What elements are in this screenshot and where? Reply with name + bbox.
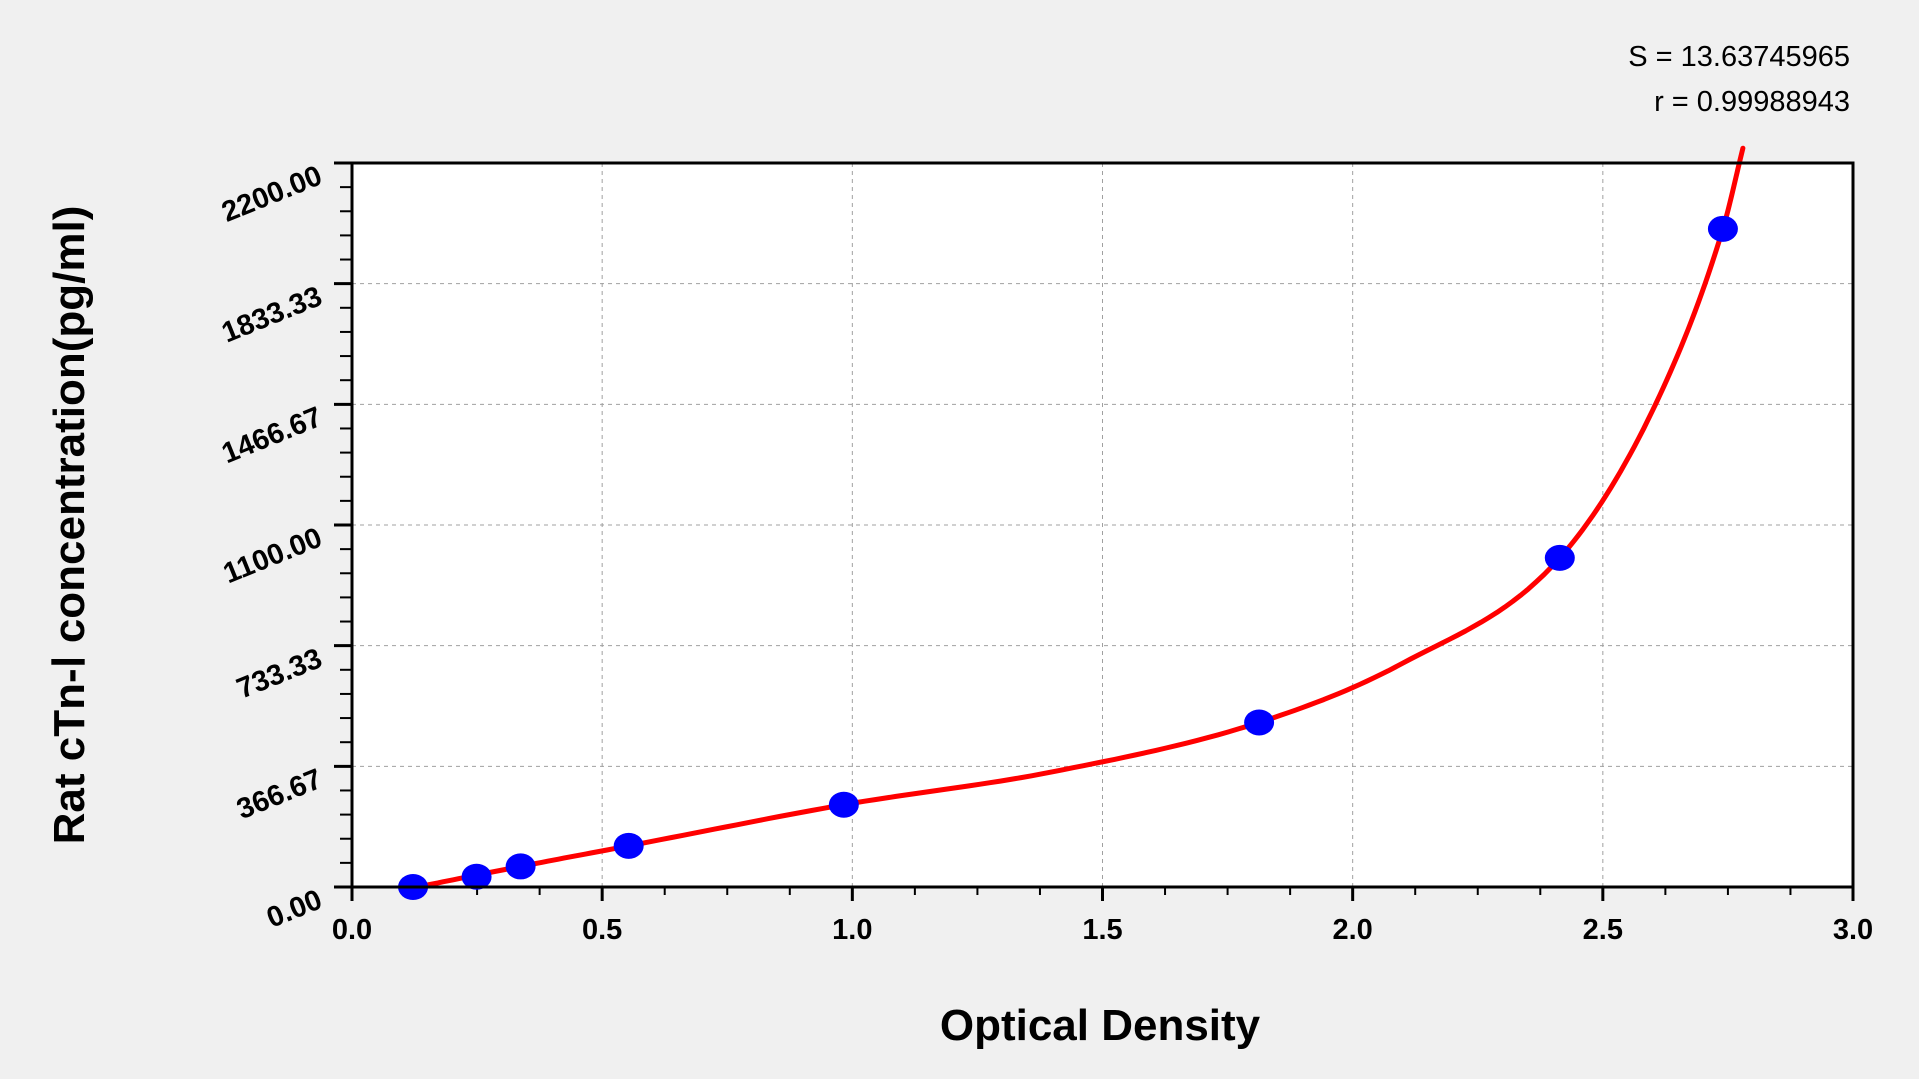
r-value-annotation: r = 0.99988943 xyxy=(1654,86,1850,118)
x-tick-label: 3.0 xyxy=(1833,914,1873,946)
x-tick-label: 2.0 xyxy=(1333,914,1373,946)
axis-ticks xyxy=(334,161,1855,901)
y-tick-label: 733.33 xyxy=(232,642,326,705)
data-point xyxy=(461,863,492,890)
data-point xyxy=(828,791,859,818)
data-point xyxy=(1707,215,1738,242)
data-points xyxy=(398,215,1738,900)
y-axis-title: Rat cTn-Ⅰ concentration(pg/ml) xyxy=(45,206,94,845)
x-tick-label: 2.5 xyxy=(1583,914,1623,946)
x-tick-label: 0.5 xyxy=(582,914,622,946)
x-tick-label: 1.0 xyxy=(832,914,872,946)
y-tick-label: 1100.00 xyxy=(219,522,327,590)
y-tick-label: 366.67 xyxy=(232,763,326,826)
y-tick-label: 1833.33 xyxy=(217,280,326,349)
x-tick-labels: 0.0 0.5 1.0 1.5 2.0 2.5 3.0 xyxy=(332,914,1873,946)
s-value-annotation: S = 13.63745965 xyxy=(1628,41,1850,73)
y-tick-label: 2200.00 xyxy=(217,160,326,229)
x-tick-label: 1.5 xyxy=(1082,914,1122,946)
x-axis-title: Optical Density xyxy=(940,1001,1261,1050)
data-point xyxy=(1544,544,1575,571)
x-tick-label: 0.0 xyxy=(332,914,372,946)
y-tick-label: 1466.67 xyxy=(217,401,326,470)
y-tick-label: 0.00 xyxy=(262,884,326,935)
data-point xyxy=(1244,709,1275,736)
plot-frame xyxy=(350,161,1855,889)
y-tick-labels: 0.00 366.67 733.33 1100.00 1466.67 1833.33 220… xyxy=(217,160,326,935)
data-point xyxy=(505,853,536,880)
grid-lines xyxy=(352,163,1853,887)
data-point xyxy=(613,832,644,859)
